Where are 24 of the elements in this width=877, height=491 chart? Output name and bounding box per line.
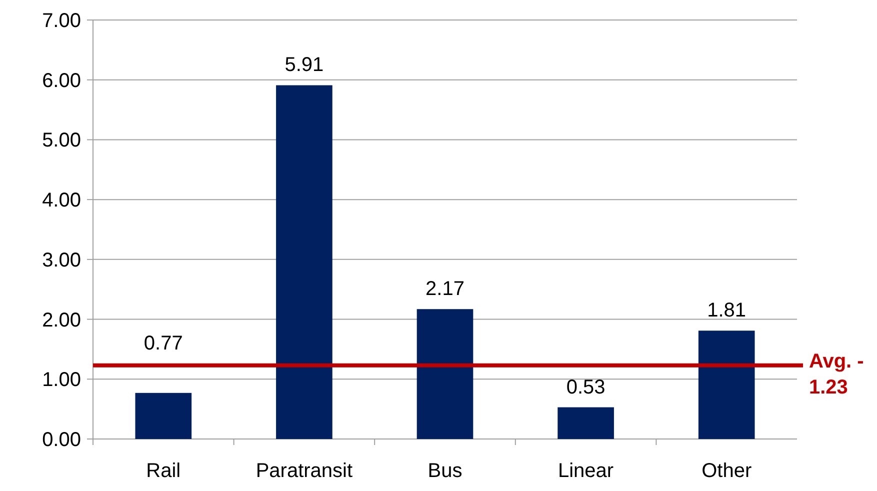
y-tick-label: 6.00: [42, 70, 81, 92]
x-tick-label: Paratransit: [256, 460, 353, 482]
data-label: 5.91: [284, 54, 324, 76]
y-tick-label: 1.00: [42, 369, 81, 392]
bar: [698, 330, 755, 439]
bar: [276, 85, 332, 439]
y-tick-label: 5.00: [42, 130, 81, 152]
data-label: 1.81: [707, 300, 746, 322]
y-tick-label: 3.00: [42, 249, 81, 272]
x-tick-label: Bus: [428, 460, 462, 482]
y-tick-label: 4.00: [42, 190, 81, 212]
y-tick-label: 7.00: [42, 10, 81, 32]
bar: [135, 392, 192, 439]
x-tick-label: Rail: [146, 460, 181, 482]
bar: [416, 309, 474, 439]
ref-line-label: Avg. - 1.23: [809, 350, 864, 398]
data-label: 0.53: [566, 376, 606, 398]
y-tick-label: 2.00: [42, 309, 81, 332]
x-tick-label: Linear: [558, 460, 614, 482]
data-label: 0.77: [144, 332, 183, 354]
bar: [558, 407, 614, 439]
x-tick-label: Other: [702, 460, 752, 482]
data-label: 2.17: [426, 278, 464, 300]
y-tick-label: 0.00: [42, 429, 81, 451]
